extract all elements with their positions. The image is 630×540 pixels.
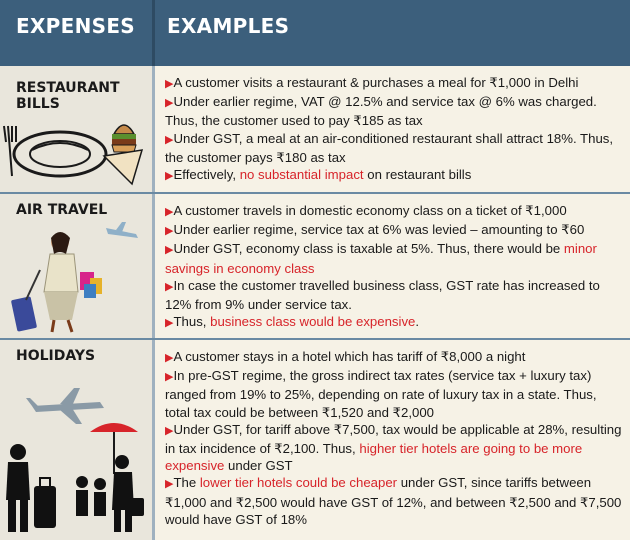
header-expenses-label: EXPENSES <box>16 14 136 38</box>
list-item: ▶In case the customer travelled business… <box>165 277 600 313</box>
highlight-text: no substantial impact <box>239 167 364 183</box>
bullet-triangle-icon: ▶ <box>165 97 174 110</box>
bullet-triangle-icon: ▶ <box>165 244 174 257</box>
restaurant-title: RESTAURANT BILLS <box>16 80 120 112</box>
header-examples-cell: EXAMPLES <box>155 0 630 66</box>
highlight-text: business class would be expensive <box>210 314 416 330</box>
holidays-label-cell: HOLIDAYS <box>0 340 152 540</box>
bullet-triangle-icon: ▶ <box>165 133 174 146</box>
row-restaurant-bills: RESTAURANT BILLS ▶A customer visits a re… <box>0 66 630 194</box>
list-item: ▶Under earlier regime, VAT @ 12.5% and s… <box>165 94 597 129</box>
list-item: ▶A customer stays in a hotel which has t… <box>165 349 526 364</box>
list-item: ▶The lower tier hotels could be cheaper … <box>165 475 622 527</box>
row-divider-vertical <box>152 340 155 540</box>
air-bullets: ▶A customer travels in domestic economy … <box>165 202 625 332</box>
bullet-triangle-icon: ▶ <box>165 371 174 384</box>
row-holidays: HOLIDAYS <box>0 340 630 540</box>
bullet-triangle-icon: ▶ <box>165 206 174 218</box>
holidays-title: HOLIDAYS <box>16 348 96 364</box>
list-item: ▶Under GST, for tariff above ₹7,500, tax… <box>165 421 622 474</box>
row-divider <box>0 192 630 194</box>
header-divider <box>152 0 155 66</box>
bullet-triangle-icon: ▶ <box>165 225 174 238</box>
restaurant-examples-cell <box>155 66 630 194</box>
restaurant-label-cell: RESTAURANT BILLS <box>0 66 152 194</box>
row-divider-vertical <box>152 66 155 194</box>
bullet-triangle-icon: ▶ <box>165 352 174 364</box>
air-title: AIR TRAVEL <box>16 202 108 218</box>
list-item: ▶In pre-GST regime, the gross indirect t… <box>165 368 597 420</box>
header-examples-label: EXAMPLES <box>167 14 290 38</box>
holidays-bullets: ▶A customer stays in a hotel which has t… <box>165 348 625 528</box>
highlight-text: lower tier hotels could be cheaper <box>199 475 398 491</box>
family-umbrella-airplane-icon <box>6 388 144 532</box>
bullet-triangle-icon: ▶ <box>165 424 174 437</box>
list-item: ▶Thus, business class would be expensive… <box>165 314 420 330</box>
bullet-triangle-icon: ▶ <box>165 317 174 330</box>
list-item: ▶Effectively, no substantial impact on r… <box>165 167 472 183</box>
row-divider <box>0 338 630 340</box>
restaurant-bullets: ▶A customer visits a restaurant & purcha… <box>165 74 625 185</box>
bullet-triangle-icon: ▶ <box>165 280 174 293</box>
list-item: ▶A customer visits a restaurant & purcha… <box>165 75 579 90</box>
header-expenses-cell: EXPENSES <box>0 0 152 66</box>
list-item: ▶A customer travels in domestic economy … <box>165 203 567 218</box>
air-label-cell: AIR TRAVEL <box>0 194 152 340</box>
bullet-triangle-icon: ▶ <box>165 170 174 183</box>
bullet-triangle-icon: ▶ <box>165 78 174 90</box>
row-divider-vertical <box>152 194 155 340</box>
row-air-travel: AIR TRAVEL ▶A customer travels in domest… <box>0 194 630 340</box>
bullet-triangle-icon: ▶ <box>165 478 174 491</box>
list-item: ▶Under earlier regime, service tax at 6%… <box>165 222 585 238</box>
highlight-text: minor savings in economy class <box>165 241 597 276</box>
traveller-with-luggage-icon <box>11 222 138 333</box>
table-header: EXPENSES EXAMPLES <box>0 0 630 66</box>
plate-burger-icon <box>3 124 144 186</box>
air-examples-cell <box>155 194 630 340</box>
list-item: ▶Under GST, a meal at an air-conditioned… <box>165 130 614 165</box>
list-item: ▶Under GST, economy class is taxable at … <box>165 241 597 276</box>
holidays-examples-cell <box>155 340 630 540</box>
highlight-text: higher tier hotels are going to be more … <box>165 441 583 474</box>
